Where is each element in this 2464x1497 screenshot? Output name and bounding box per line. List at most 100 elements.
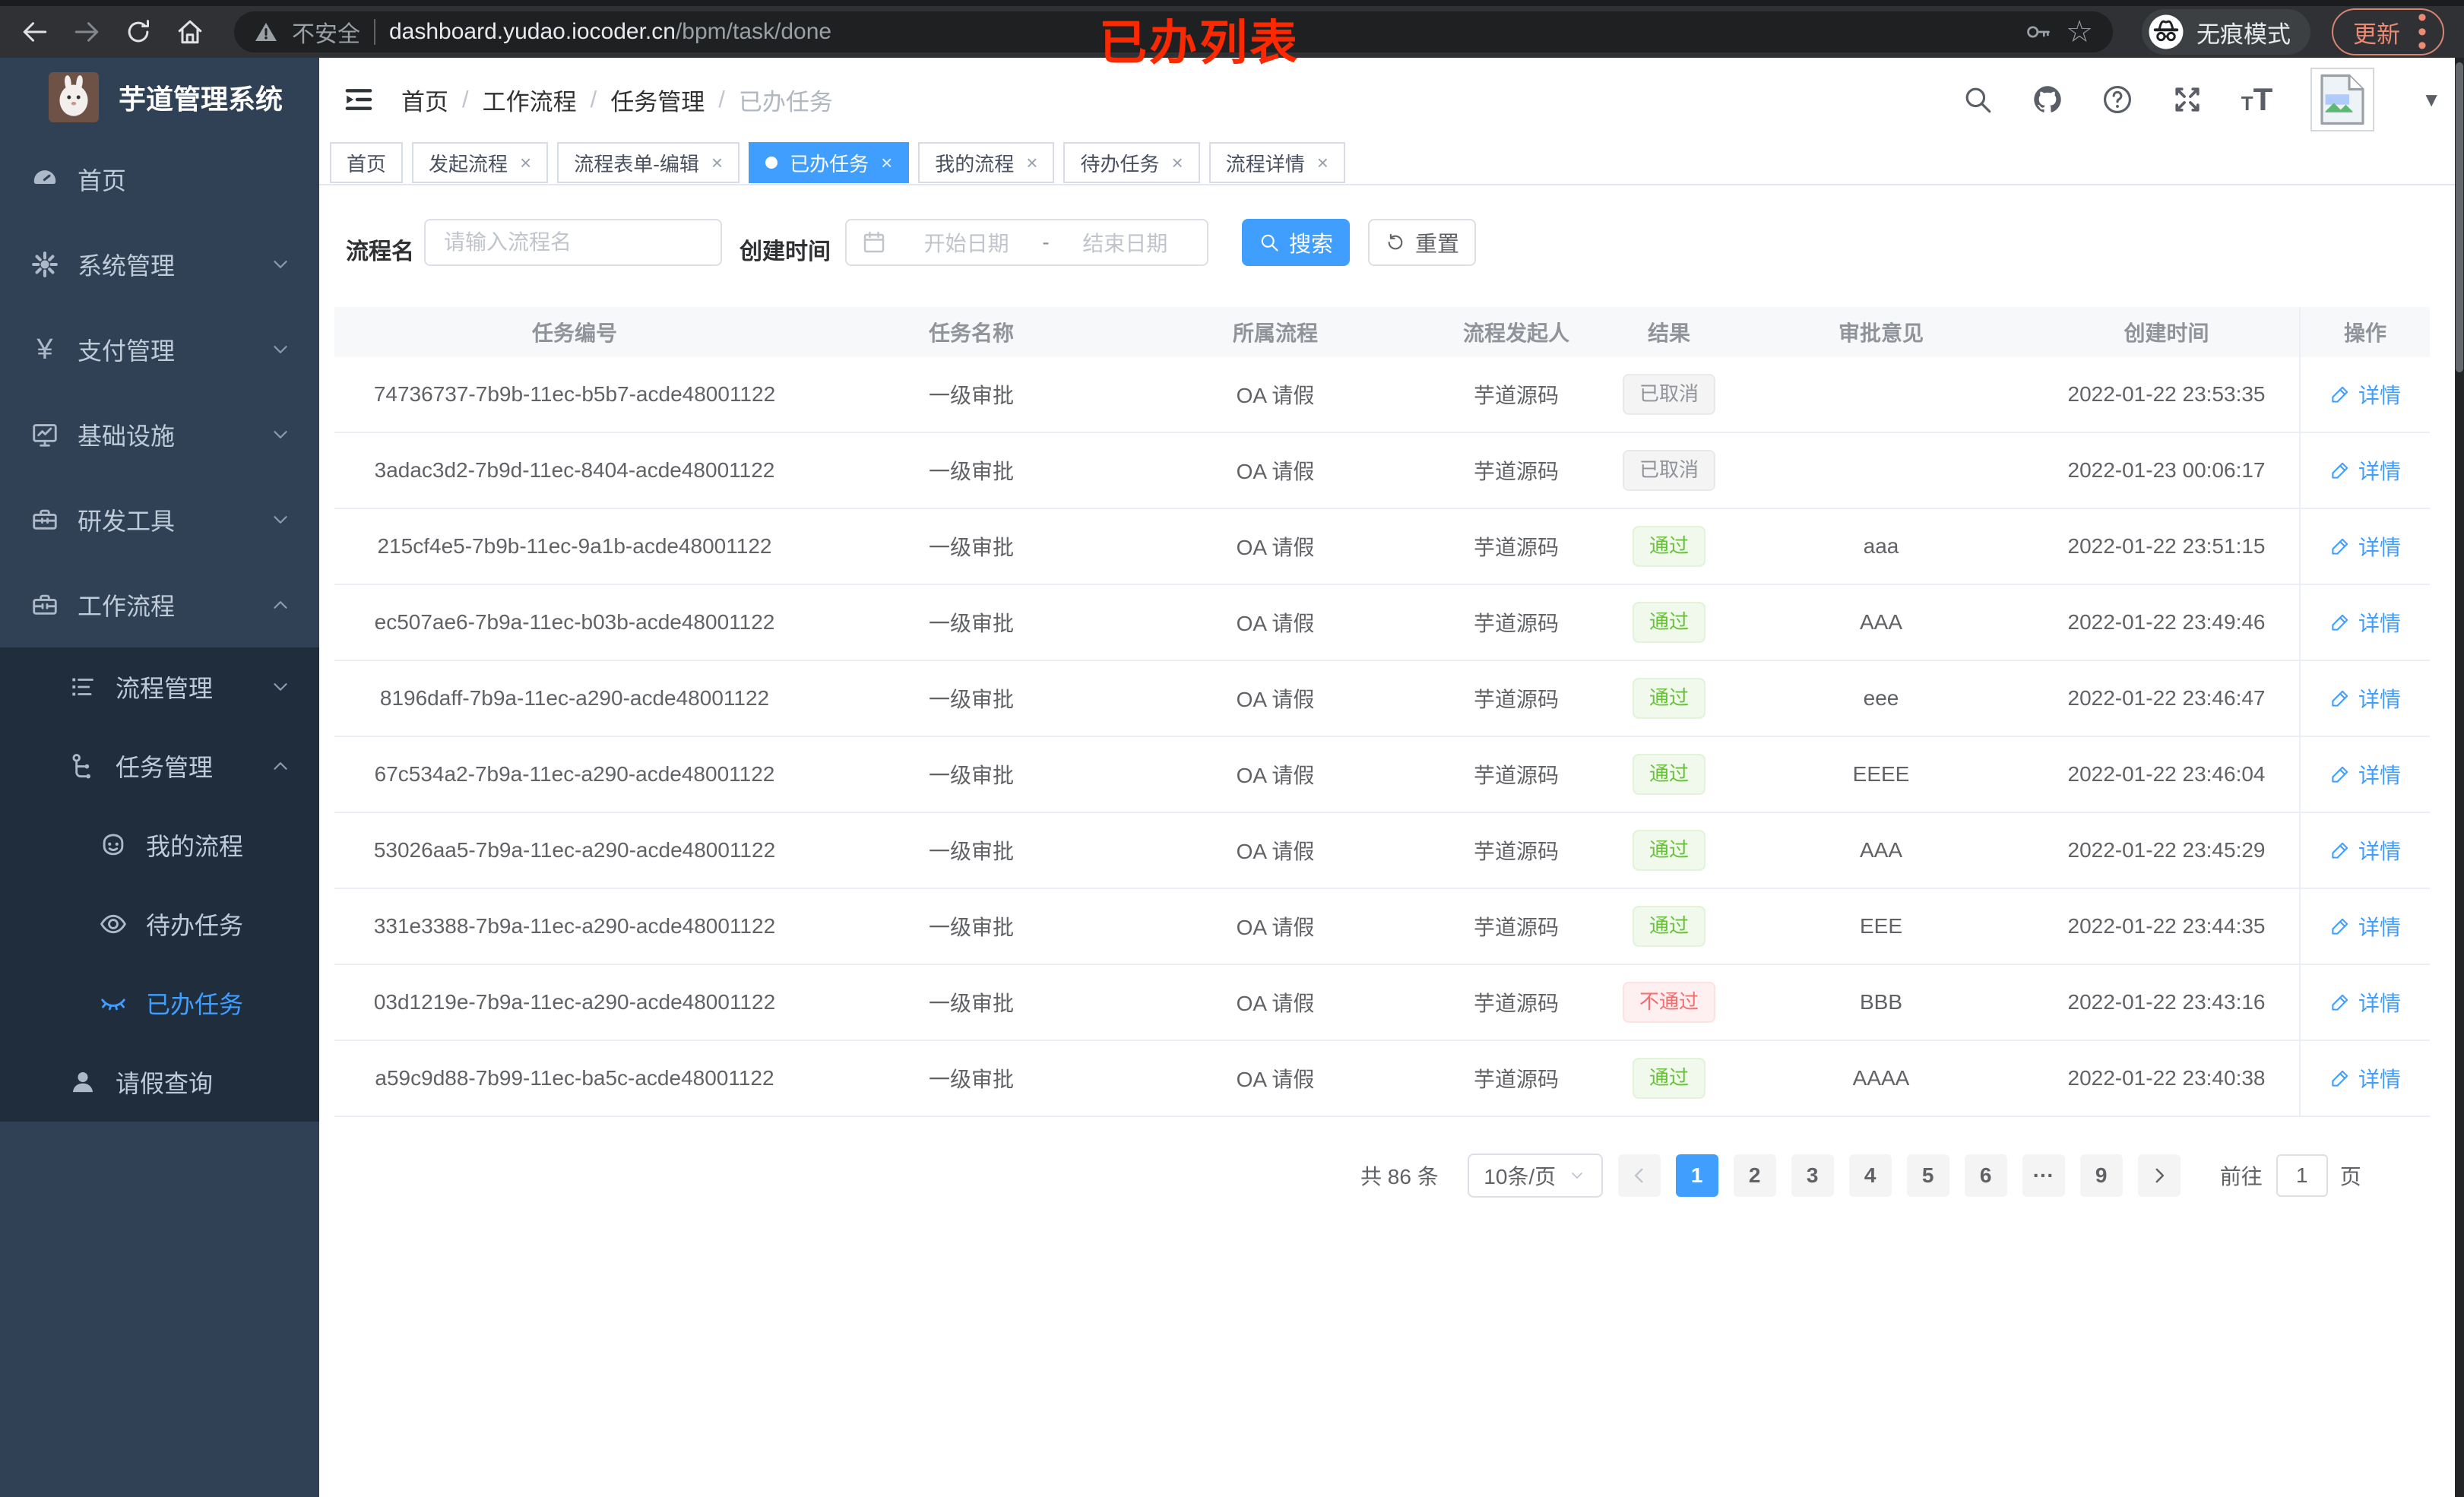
tab-close-icon[interactable]: × (520, 151, 532, 174)
chevron-right-icon (2149, 1166, 2169, 1185)
detail-button[interactable]: 详情 (2329, 759, 2401, 790)
breadcrumb-item[interactable]: 任务管理 (610, 88, 705, 116)
page-button[interactable]: 4 (1848, 1154, 1892, 1197)
scrollbar-thumb[interactable] (2456, 62, 2463, 372)
sidebar-item[interactable]: 我的流程 (0, 805, 319, 885)
page-button[interactable]: 3 (1791, 1154, 1834, 1197)
page-button[interactable]: 6 (1964, 1154, 2007, 1197)
cell-result: 已取消 (1610, 450, 1728, 491)
page-size-select[interactable]: 10条/页 (1467, 1154, 1603, 1198)
result-badge: 通过 (1632, 602, 1705, 643)
tab-close-icon[interactable]: × (1171, 151, 1183, 174)
key-icon[interactable] (2025, 18, 2052, 46)
detail-button[interactable]: 详情 (2329, 531, 2401, 562)
breadcrumb-item[interactable]: 工作流程 (482, 88, 577, 116)
cell-starter: 芋道源码 (1473, 916, 1559, 939)
sidebar-item[interactable]: 已办任务 (0, 964, 319, 1043)
sidebar-collapse-icon[interactable] (342, 83, 375, 116)
forward-icon[interactable] (71, 17, 102, 47)
column-header: 流程发起人 (1462, 321, 1569, 345)
detail-label: 详情 (2358, 916, 2401, 939)
sidebar-item[interactable]: 首页 (0, 137, 319, 222)
pencil-icon (2329, 764, 2351, 785)
page-button[interactable]: 2 (1733, 1154, 1776, 1197)
tab-item[interactable]: 发起流程 × (412, 142, 549, 183)
cell-starter: 芋道源码 (1473, 612, 1559, 635)
page-button[interactable]: 9 (2079, 1154, 2123, 1197)
reset-button[interactable]: 重置 (1368, 219, 1476, 266)
page-button[interactable]: 5 (1906, 1154, 1949, 1197)
back-icon[interactable] (20, 17, 50, 47)
cell-starter: 芋道源码 (1473, 536, 1559, 559)
detail-button[interactable]: 详情 (2329, 911, 2401, 942)
detail-button[interactable]: 详情 (2329, 455, 2401, 486)
cell-name: 一级审批 (928, 840, 1014, 863)
app-logo-row[interactable]: 芋道管理系统 (0, 58, 319, 137)
list-icon (68, 673, 97, 701)
tab-item[interactable]: 首页 (330, 142, 404, 183)
incognito-badge: 无痕模式 (2142, 9, 2310, 55)
sidebar-item[interactable]: 系统管理 (0, 222, 319, 307)
sidebar-item[interactable]: 任务管理 (0, 726, 319, 805)
scrollbar-track[interactable] (2455, 58, 2464, 1497)
result-badge: 已取消 (1622, 450, 1715, 491)
detail-button[interactable]: 详情 (2329, 1063, 2401, 1093)
page-button[interactable]: 1 (1675, 1154, 1718, 1197)
page-ellipsis[interactable]: ··· (2022, 1154, 2065, 1197)
detail-button[interactable]: 详情 (2329, 683, 2401, 714)
detail-label: 详情 (2358, 460, 2401, 483)
url-text[interactable]: dashboard.yudao.iocoder.cn/bpm/task/done (389, 19, 832, 44)
sidebar-item[interactable]: 流程管理 (0, 647, 319, 726)
browser-update-button[interactable]: 更新 • • • (2332, 2, 2444, 61)
detail-button[interactable]: 详情 (2329, 987, 2401, 1018)
chevron-down-icon (269, 253, 292, 276)
github-icon[interactable] (2032, 84, 2063, 116)
detail-button[interactable]: 详情 (2329, 607, 2401, 638)
start-date-placeholder[interactable]: 开始日期 (923, 232, 1009, 255)
tab-item[interactable]: 我的流程 × (918, 142, 1055, 183)
tab-close-icon[interactable]: × (881, 151, 893, 174)
warning-icon[interactable] (254, 20, 278, 44)
home-icon[interactable] (175, 17, 205, 47)
avatar[interactable] (2310, 68, 2375, 131)
date-range-picker[interactable]: 开始日期 - 结束日期 (845, 219, 1208, 266)
fullscreen-icon[interactable] (2171, 84, 2203, 116)
next-page-button[interactable] (2137, 1154, 2181, 1197)
breadcrumb-item[interactable]: 首页 (401, 88, 448, 116)
tab-item[interactable]: 待办任务 × (1063, 142, 1200, 183)
robot-icon (99, 831, 128, 859)
browser-menu-icon[interactable]: • • • (2418, 2, 2427, 61)
reload-icon[interactable] (123, 17, 154, 47)
detail-button[interactable]: 详情 (2329, 379, 2401, 410)
tab-close-icon[interactable]: × (711, 151, 724, 174)
sidebar-item[interactable]: 请假查询 (0, 1043, 319, 1122)
breadcrumb-separator: / (462, 86, 469, 112)
process-name-input[interactable] (424, 219, 722, 266)
sidebar-item[interactable]: ¥ 支付管理 (0, 307, 319, 392)
avatar-caret-icon[interactable]: ▼ (2421, 87, 2441, 111)
security-label[interactable]: 不安全 (292, 22, 360, 47)
end-date-placeholder[interactable]: 结束日期 (1082, 232, 1168, 255)
cell-process: OA 请假 (1236, 1068, 1315, 1091)
tab-close-icon[interactable]: × (1316, 151, 1329, 174)
tab-item[interactable]: 流程表单-编辑 × (557, 142, 740, 183)
tab-label: 流程表单-编辑 (574, 152, 699, 176)
sidebar-item[interactable]: 待办任务 (0, 885, 319, 964)
sidebar-item[interactable]: 工作流程 (0, 562, 319, 647)
sidebar-item[interactable]: 基础设施 (0, 392, 319, 477)
help-icon[interactable] (2101, 84, 2133, 116)
goto-page-input[interactable] (2276, 1154, 2328, 1197)
prev-page-button[interactable] (1617, 1154, 1661, 1197)
sidebar-item[interactable]: 研发工具 (0, 477, 319, 562)
search-button[interactable]: 搜索 (1242, 219, 1350, 266)
tab-item[interactable]: 流程详情 × (1208, 142, 1345, 183)
tab-close-icon[interactable]: × (1026, 151, 1038, 174)
detail-button[interactable]: 详情 (2329, 835, 2401, 866)
pencil-icon (2329, 460, 2351, 481)
tab-item[interactable]: 已办任务 × (749, 142, 910, 183)
search-icon[interactable] (1962, 84, 1994, 116)
bookmark-star-icon[interactable]: ☆ (2066, 15, 2093, 49)
address-bar[interactable]: 不安全 dashboard.yudao.iocoder.cn/bpm/task/… (234, 11, 2113, 52)
briefcase-icon (30, 590, 59, 619)
